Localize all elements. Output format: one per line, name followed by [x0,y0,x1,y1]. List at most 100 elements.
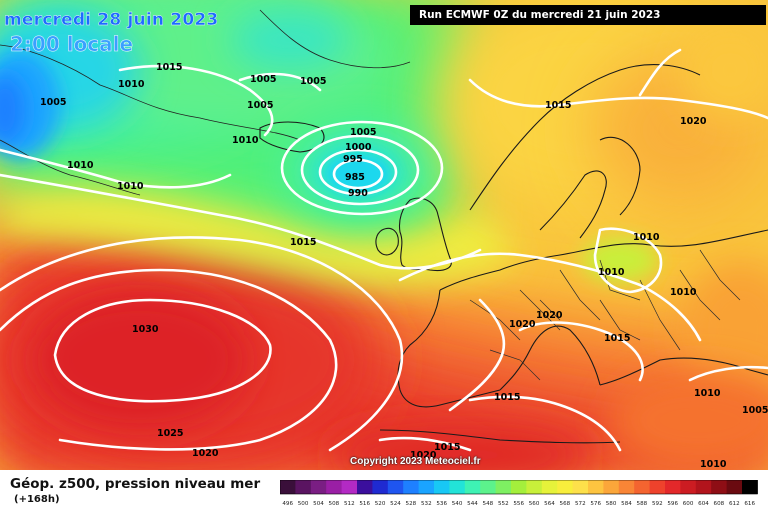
color-scale-swatch [603,480,620,494]
color-scale-swatch [695,480,712,494]
legend-title: Géop. z500, pression niveau mer [10,476,261,492]
color-scale-tick: 508 [329,501,340,507]
color-scale-swatch [649,480,666,494]
color-scale-swatch [726,480,743,494]
isobar-label: 1010 [694,388,721,399]
color-scale-swatch [295,480,312,494]
color-scale-swatch [387,480,404,494]
color-scale-tick: 544 [467,501,478,507]
isobar-label: 1020 [192,448,219,459]
isobar-label: 1020 [536,310,563,321]
isobar-label: 1010 [118,79,145,90]
color-scale-swatch [403,480,419,494]
color-scale-swatch [372,480,389,494]
color-scale-tick: 528 [406,501,417,507]
color-scale-swatch [665,480,681,494]
color-scale-swatch [280,480,296,494]
color-scale-tick: 556 [513,501,524,507]
color-scale-tick: 548 [483,501,494,507]
isobar-contours [0,48,768,452]
model-run-banner: Run ECMWF 0Z du mercredi 21 juin 2023 [410,5,766,25]
color-scale-tick: 496 [282,501,293,507]
color-scale-tick: 564 [544,501,555,507]
isobar-label: 1015 [434,442,460,453]
color-scale-swatch [618,480,635,494]
forecast-date: mercredi 28 juin 2023 [4,10,219,30]
color-scale-tick: 516 [359,501,370,507]
isobar-label: 1010 [700,459,727,470]
isobar-label: 1010 [232,135,259,146]
isobar-label: 1005 [350,127,376,138]
isobar-label: 1005 [247,100,273,111]
isobar-label: 1020 [680,116,707,127]
color-scale-frame [280,480,758,495]
color-scale-tick: 552 [498,501,509,507]
color-scale-tick: 560 [529,501,540,507]
isobar-label: 1020 [509,319,536,330]
color-scale: 496 500 504 508 512 516 520 524 528 532 536 540 544 5… [280,480,758,507]
color-scale-tick: 588 [637,501,648,507]
isobar-label: 1005 [250,74,276,85]
isobar-label: 1010 [67,160,94,171]
color-scale-tick: 540 [452,501,463,507]
color-scale-swatch [526,480,543,494]
color-scale-swatch [588,480,604,494]
color-scale-swatch [326,480,342,494]
color-scale-tick: 612 [729,501,740,507]
color-scale-tick: 580 [606,501,617,507]
isobar-label: 1015 [156,62,182,73]
color-scale-tick: 596 [667,501,678,507]
color-scale-tick: 524 [390,501,401,507]
color-scale-swatch [464,480,481,494]
color-scale-tick: 604 [698,501,709,507]
isobar-label: 1005 [300,76,326,87]
color-scale-tick: 592 [652,501,663,507]
isobar-label: 1010 [117,181,144,192]
isobar-label: 1010 [598,267,625,278]
color-scale-tick: 572 [575,501,586,507]
color-scale-swatch [634,480,650,494]
color-scale-swatch [711,480,727,494]
isobar-label: 1010 [633,232,660,243]
isobar-label: 1015 [290,237,316,248]
color-scale-tick: 616 [744,501,755,507]
color-scale-swatch [742,480,758,494]
color-scale-swatch [480,480,496,494]
isobar-label: 1005 [742,405,768,416]
isobar-label: 1030 [132,324,159,335]
color-scale-swatch [449,480,466,494]
legend-bar: Géop. z500, pression niveau mer (+168h) … [0,470,768,512]
color-scale-tick: 568 [560,501,571,507]
isobar-label: 995 [343,154,363,165]
isobar-label: 1015 [604,333,630,344]
color-scale-tick: 584 [621,501,632,507]
color-scale-swatch [572,480,589,494]
color-scale-swatch [434,480,450,494]
isobar-label: 1020 [410,450,437,461]
coastlines [0,9,768,444]
color-scale-tick: 576 [590,501,601,507]
isobar-label: 1025 [157,428,183,439]
color-scale-tick: 536 [436,501,447,507]
color-scale-swatch [541,480,558,494]
isobar-label: 1005 [40,97,66,108]
color-scale-tick: 500 [298,501,309,507]
color-scale-tick: 504 [313,501,324,507]
color-scale-tick: 600 [683,501,694,507]
color-scale-swatch [557,480,573,494]
color-scale-swatch [418,480,435,494]
isobar-label: 1015 [494,392,520,403]
color-scale-tick: 532 [421,501,432,507]
isobar-label: 1010 [670,287,697,298]
isobar-label: 1000 [345,142,372,153]
color-scale-swatch [310,480,327,494]
copyright-notice: Copyright 2023 Meteociel.fr [350,456,481,467]
color-scale-swatch [680,480,697,494]
color-scale-tick: 512 [344,501,355,507]
color-scale-tick: 520 [375,501,386,507]
isobar-label: 985 [345,172,365,183]
forecast-map: 1015 1010 1005 1005 1005 1005 1010 1010 … [0,0,768,470]
isobar-label: 1015 [545,100,571,111]
forecast-time: 2:00 locale [10,32,134,57]
